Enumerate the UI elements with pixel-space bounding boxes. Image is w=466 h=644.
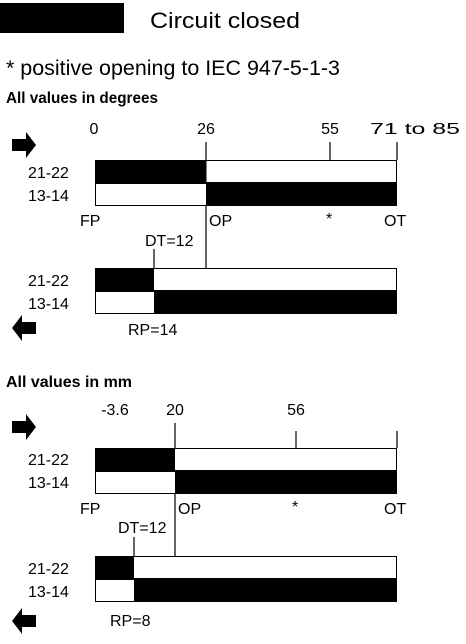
tick-label: 0	[90, 121, 99, 138]
legend-label: Circuit closed	[150, 8, 300, 33]
closed-segment	[95, 160, 207, 183]
closed-segment	[206, 183, 397, 206]
closed-segment	[134, 579, 397, 602]
position-label: *	[326, 211, 332, 228]
positive-opening-note: * positive opening to IEC 947-5-1-3	[6, 57, 340, 80]
tick-label: -3.6	[101, 402, 129, 419]
forward-arrow-icon	[12, 414, 36, 440]
closed-segment	[95, 268, 154, 291]
contact-bar	[95, 556, 397, 579]
tick-label: 20	[166, 402, 184, 419]
forward-arrow-icon	[12, 132, 36, 158]
legend-swatch	[0, 3, 124, 33]
tick-label: 26	[197, 121, 215, 138]
reset-position-label: RP=14	[128, 322, 177, 339]
section-heading-degrees: All values in degrees	[6, 90, 158, 107]
contact-label: 21-22	[28, 165, 69, 182]
tick-label: 71 to 85	[370, 121, 460, 138]
position-label: OP	[209, 213, 232, 230]
tick-label: 55	[321, 121, 339, 138]
contact-label: 21-22	[28, 452, 69, 469]
reset-position-label: RP=8	[110, 613, 151, 630]
differential-travel-label: DT=12	[145, 233, 194, 250]
position-label: OT	[384, 501, 406, 518]
position-label: OP	[178, 501, 201, 518]
return-arrow-icon	[12, 315, 36, 341]
contact-label: 13-14	[28, 584, 69, 601]
closed-segment	[175, 471, 397, 494]
contact-label: 13-14	[28, 475, 69, 492]
return-arrow-icon	[12, 608, 36, 634]
contact-label: 21-22	[28, 273, 69, 290]
differential-travel-label: DT=12	[118, 520, 167, 537]
position-label: *	[292, 499, 298, 516]
tick-label: 56	[287, 402, 305, 419]
position-label: OT	[384, 213, 406, 230]
contact-label: 13-14	[28, 188, 69, 205]
position-label: FP	[80, 213, 100, 230]
contact-label: 13-14	[28, 296, 69, 313]
closed-segment	[95, 448, 175, 471]
closed-segment	[95, 556, 134, 579]
closed-segment	[154, 291, 397, 314]
section-heading-mm: All values in mm	[6, 374, 132, 391]
contact-label: 21-22	[28, 561, 69, 578]
position-label: FP	[80, 501, 100, 518]
